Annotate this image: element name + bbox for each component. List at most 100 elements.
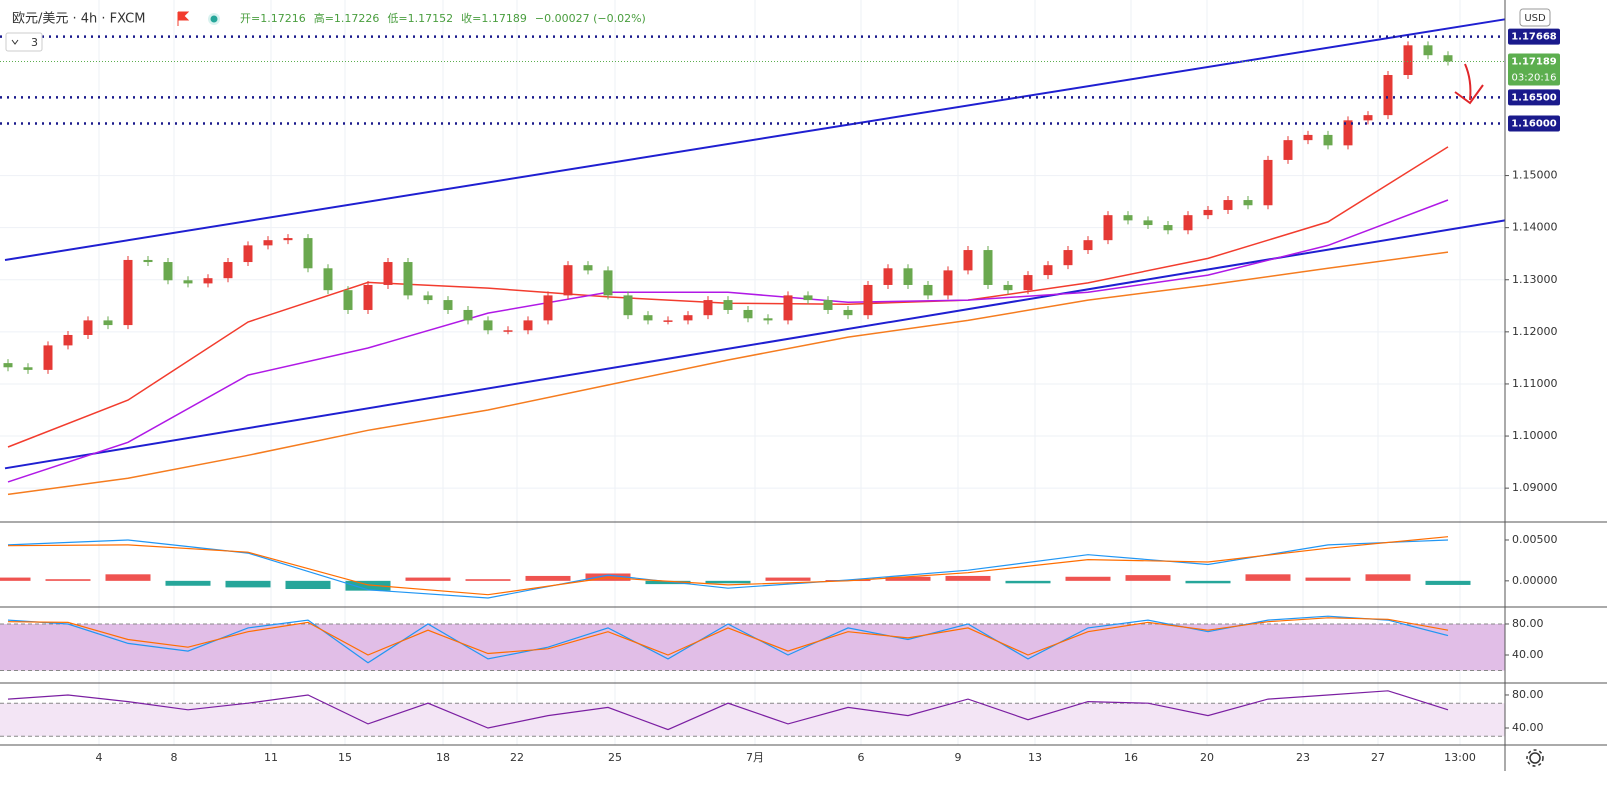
y-tick-label: 80.00 bbox=[1512, 688, 1544, 701]
candle bbox=[783, 295, 793, 321]
candle bbox=[1083, 240, 1093, 251]
x-tick-label: 18 bbox=[436, 751, 450, 764]
quote-item: −0.00027 (−0.02%) bbox=[535, 12, 646, 25]
candle bbox=[1123, 215, 1133, 221]
oscillator-line bbox=[7, 690, 1449, 731]
countdown: 03:20:16 bbox=[1512, 73, 1557, 84]
candle bbox=[603, 270, 613, 296]
histogram-bar bbox=[405, 577, 451, 581]
candle bbox=[1263, 159, 1273, 206]
chevron[interactable] bbox=[11, 39, 19, 45]
candle bbox=[543, 295, 553, 321]
level-label-box bbox=[1508, 28, 1560, 45]
histogram-bar bbox=[1425, 580, 1471, 585]
level-label: 1.16500 bbox=[1511, 92, 1557, 103]
candle bbox=[323, 268, 333, 291]
histogram-bar bbox=[1365, 574, 1411, 581]
histogram-bar bbox=[1245, 574, 1291, 581]
candle bbox=[283, 238, 293, 241]
candle bbox=[943, 270, 953, 296]
histogram-bar bbox=[1185, 580, 1231, 584]
candle bbox=[1043, 265, 1053, 276]
y-tick-label: 1.10000 bbox=[1512, 429, 1558, 442]
currency[interactable]: USD bbox=[1524, 13, 1546, 24]
x-tick-label: 15 bbox=[338, 751, 352, 764]
candle bbox=[1023, 275, 1033, 291]
candle bbox=[1323, 134, 1333, 146]
candle bbox=[503, 330, 513, 332]
moving-average bbox=[7, 199, 1449, 483]
candle bbox=[163, 262, 173, 281]
symbol[interactable]: 欧元/美元 · 4h · FXCM bbox=[12, 12, 145, 27]
candle bbox=[1283, 140, 1293, 160]
gear-teeth[interactable] bbox=[1526, 749, 1544, 767]
level-label: 1.16000 bbox=[1511, 118, 1557, 129]
y-tick-label: 1.13000 bbox=[1512, 273, 1558, 286]
oscillator-line bbox=[7, 617, 1449, 656]
flag-icon[interactable] bbox=[177, 11, 190, 26]
candle bbox=[303, 238, 313, 269]
candle bbox=[223, 262, 233, 279]
candle bbox=[203, 278, 213, 284]
candle bbox=[983, 250, 993, 285]
candle bbox=[1143, 220, 1153, 226]
candle bbox=[1103, 215, 1113, 241]
quote-item: 收=1.17189 bbox=[461, 11, 527, 25]
x-tick-label: 20 bbox=[1200, 751, 1214, 764]
candle bbox=[743, 309, 753, 319]
candle bbox=[1303, 134, 1313, 141]
candle bbox=[563, 265, 573, 296]
level-label-box bbox=[1508, 89, 1560, 106]
candle bbox=[1163, 225, 1173, 231]
x-tick-label: 23 bbox=[1296, 751, 1310, 764]
x-tick-label: 7月 bbox=[746, 751, 764, 764]
x-tick-label: 27 bbox=[1371, 751, 1385, 764]
candle bbox=[703, 300, 713, 316]
candle bbox=[1363, 115, 1373, 121]
candle bbox=[143, 259, 153, 263]
currency-box[interactable] bbox=[1519, 8, 1551, 27]
candle bbox=[443, 300, 453, 310]
x-tick-label: 4 bbox=[96, 751, 103, 764]
candle bbox=[3, 363, 13, 368]
candle bbox=[263, 240, 273, 246]
indicator-toggle[interactable] bbox=[5, 32, 43, 52]
x-tick-label: 13 bbox=[1028, 751, 1042, 764]
candle bbox=[63, 334, 73, 346]
candle bbox=[683, 315, 693, 321]
candle bbox=[403, 262, 413, 296]
last-price-label: 1.17189 bbox=[1511, 57, 1557, 68]
candle bbox=[903, 268, 913, 285]
candle bbox=[843, 309, 853, 316]
settings-icon[interactable] bbox=[1526, 749, 1544, 767]
histogram-bar bbox=[165, 580, 211, 586]
candle bbox=[1223, 200, 1233, 210]
x-tick-label: 11 bbox=[264, 751, 278, 764]
candle bbox=[83, 320, 93, 335]
frame: 4 8 11 15 18 22 25 7月 6 9 13 16 20 23 27 13:00 1.09000 1.… bbox=[0, 0, 1607, 771]
candle bbox=[363, 284, 373, 310]
candle bbox=[663, 320, 673, 322]
candle bbox=[1003, 284, 1013, 291]
histogram-bar bbox=[345, 580, 391, 591]
candle bbox=[883, 268, 893, 285]
candle bbox=[483, 320, 493, 331]
gear[interactable] bbox=[1529, 752, 1541, 764]
histogram-bar bbox=[1305, 577, 1351, 581]
candle bbox=[1063, 250, 1073, 266]
y-tick-label: 1.11000 bbox=[1512, 377, 1558, 390]
candle bbox=[463, 309, 473, 321]
band bbox=[0, 623, 1505, 671]
candle bbox=[583, 265, 593, 271]
x-tick-label: 22 bbox=[510, 751, 524, 764]
y-tick-label: 1.14000 bbox=[1512, 221, 1558, 234]
trend-line bbox=[4, 219, 1506, 470]
y-tick-label: 80.00 bbox=[1512, 617, 1544, 630]
candle bbox=[1383, 75, 1393, 116]
trend-line bbox=[4, 18, 1506, 261]
indicator-count[interactable]: 3 bbox=[31, 36, 38, 49]
candle bbox=[23, 367, 33, 370]
candle bbox=[823, 300, 833, 310]
candle bbox=[643, 315, 653, 321]
level-label-box bbox=[1508, 115, 1560, 132]
